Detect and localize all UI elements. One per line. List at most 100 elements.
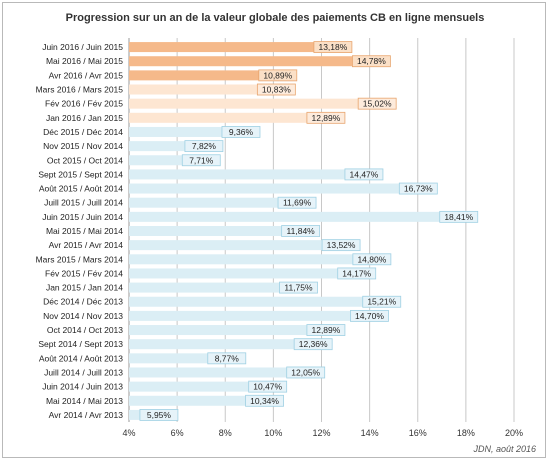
value-label: 18,41% (444, 212, 473, 222)
x-tick-label: 4% (122, 428, 135, 438)
value-label: 14,80% (357, 254, 386, 264)
category-label: Juin 2014 / Juin 2013 (42, 382, 123, 392)
value-label: 13,52% (327, 240, 356, 250)
value-label-box (337, 267, 377, 280)
value-label: 14,47% (350, 169, 379, 179)
category-label: Nov 2015 / Nov 2014 (43, 141, 123, 151)
bar (129, 395, 282, 406)
value-label-box (258, 69, 298, 82)
value-label-box (357, 97, 397, 110)
value-label: 5,95% (147, 410, 172, 420)
category-label: Juin 2015 / Juin 2014 (42, 212, 123, 222)
value-label: 11,75% (284, 283, 313, 293)
value-label: 11,84% (287, 226, 316, 236)
bars (129, 42, 476, 420)
bar (129, 84, 294, 95)
value-label: 12,89% (311, 325, 340, 335)
value-label-box (181, 154, 221, 167)
x-tick-label: 16% (409, 428, 427, 438)
x-tick-label: 18% (457, 428, 475, 438)
category-label: Jan 2015 / Jan 2014 (46, 283, 123, 293)
category-label: Sept 2014 / Sept 2013 (38, 339, 123, 349)
value-label-box (313, 41, 353, 53)
value-label-box (277, 196, 317, 209)
value-label-box (245, 394, 284, 407)
category-label: Avr 2014 / Avr 2013 (49, 410, 124, 420)
category-label: Avr 2016 / Avr 2015 (49, 70, 124, 80)
value-label-box (398, 182, 438, 195)
bar (129, 353, 244, 364)
category-label: Mai 2016 / Mai 2015 (46, 56, 123, 66)
category-label: Sept 2015 / Sept 2014 (38, 169, 123, 179)
bar (129, 282, 316, 293)
category-label: Juin 2016 / Juin 2015 (42, 42, 123, 52)
chart-title: Progression sur un an de la valeur globa… (65, 12, 485, 24)
bar (129, 211, 476, 222)
value-label: 10,89% (263, 70, 292, 80)
value-label: 10,34% (250, 396, 279, 406)
value-label: 12,36% (299, 339, 328, 349)
x-tick-label: 20% (505, 428, 523, 438)
bar (129, 70, 295, 81)
value-label: 14,70% (355, 311, 384, 321)
value-label-box (352, 253, 392, 266)
value-label-box (362, 295, 402, 308)
value-label-box (281, 225, 321, 237)
value-label: 9,36% (229, 127, 254, 137)
category-label: Oct 2015 / Oct 2014 (47, 155, 123, 165)
bar (129, 339, 331, 350)
category-labels: Juin 2016 / Juin 2015 Mai 2016 / Mai 2015… (36, 42, 124, 420)
value-label: 8,77% (215, 353, 240, 363)
bar (129, 42, 350, 53)
category-label: Déc 2014 / Déc 2013 (43, 297, 123, 307)
category-label: Nov 2014 / Nov 2013 (43, 311, 123, 321)
bar (129, 141, 221, 152)
value-label-box (207, 352, 247, 365)
category-label: Mai 2015 / Mai 2014 (46, 226, 123, 236)
bar (129, 367, 323, 378)
x-tick-label: 10% (264, 428, 282, 438)
category-label: Août 2014 / Août 2013 (39, 353, 123, 363)
category-label: Oct 2014 / Oct 2013 (47, 325, 123, 335)
bar (129, 226, 318, 236)
bar (129, 310, 387, 321)
value-label-box (439, 210, 479, 223)
bar (129, 296, 399, 307)
value-label-box (286, 366, 326, 379)
value-label: 14,78% (357, 56, 386, 66)
value-label-box (344, 168, 384, 181)
value-label: 11,69% (283, 198, 312, 208)
value-label-box (306, 111, 346, 124)
value-label: 10,83% (262, 85, 291, 95)
x-tick-label: 8% (219, 428, 232, 438)
category-label: Juill 2015 / Juill 2014 (44, 198, 123, 208)
category-label: Fév 2016 / Fév 2015 (45, 99, 123, 109)
value-label-box (184, 140, 224, 153)
bar (129, 169, 381, 180)
x-tick-labels: 4% 6% 8% 10% 12% 14% 16% 18% 20% (122, 428, 523, 438)
value-label-box (248, 380, 288, 393)
value-label: 12,05% (291, 367, 320, 377)
bar (129, 56, 389, 67)
bar (129, 197, 315, 208)
value-label: 15,02% (363, 99, 392, 109)
source-credit: JDN, août 2016 (473, 444, 536, 454)
x-tick-label: 6% (171, 428, 184, 438)
value-label-box (306, 324, 346, 336)
bar (129, 183, 436, 194)
value-label-box (293, 338, 333, 351)
bar (129, 112, 343, 123)
category-label: Déc 2015 / Déc 2014 (43, 127, 123, 137)
value-label: 13,18% (318, 42, 347, 52)
value-label-box (256, 83, 296, 96)
value-label-box (350, 309, 389, 322)
value-label: 16,73% (404, 184, 433, 194)
value-label-box (351, 55, 391, 68)
x-tick-label: 12% (312, 428, 330, 438)
value-label-box (321, 239, 361, 252)
value-label: 10,47% (253, 382, 282, 392)
category-label: Mars 2015 / Mars 2014 (36, 254, 124, 264)
value-label: 15,21% (367, 297, 396, 307)
bar (129, 155, 219, 166)
